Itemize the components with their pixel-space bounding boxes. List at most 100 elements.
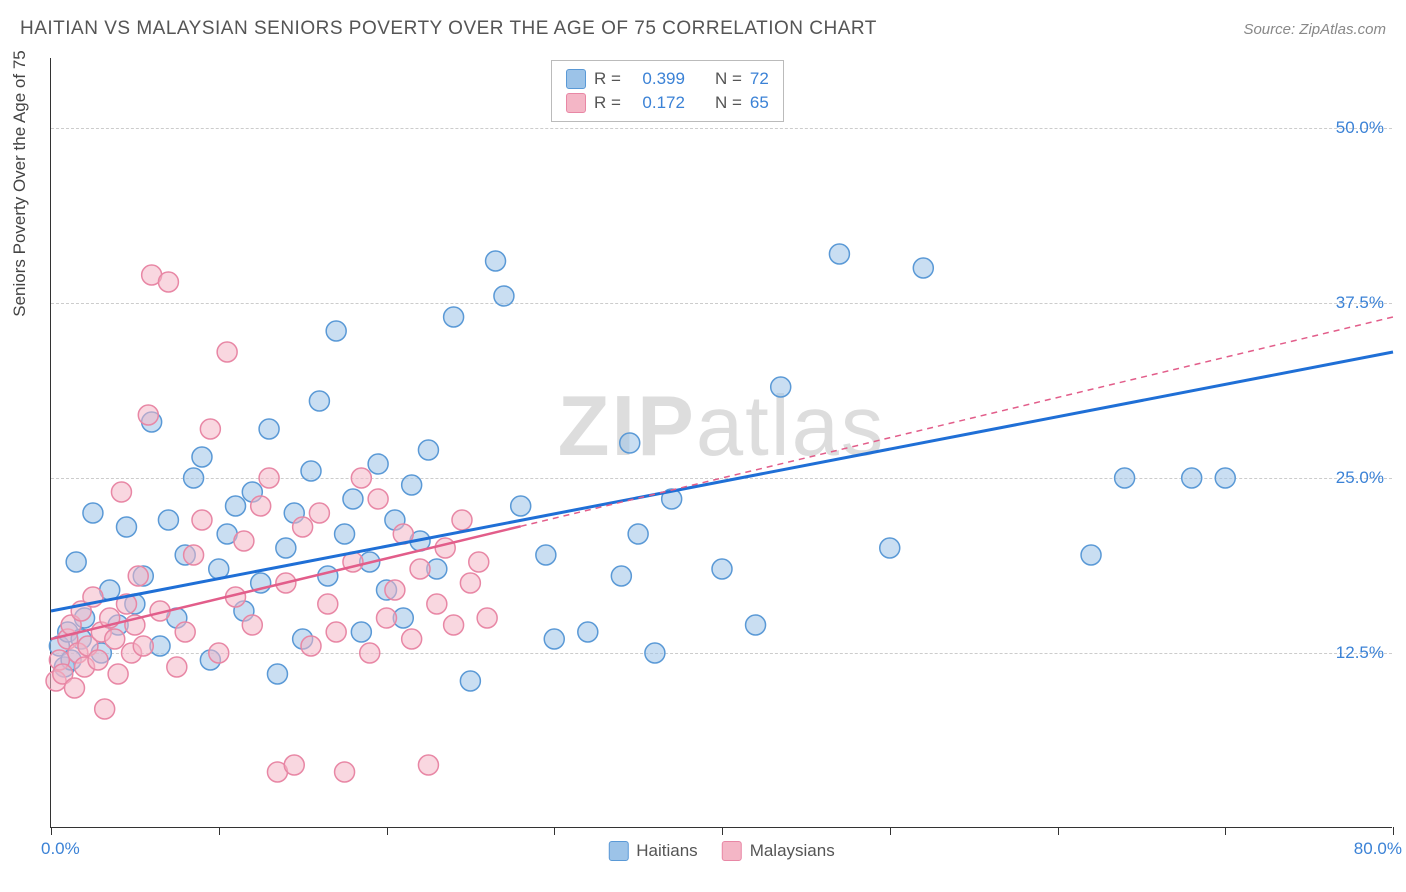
scatter-point (184, 545, 204, 565)
scatter-point (377, 608, 397, 628)
scatter-point (301, 461, 321, 481)
scatter-point (427, 594, 447, 614)
r-label: R = (594, 93, 621, 113)
scatter-point (326, 622, 346, 642)
scatter-point (251, 496, 271, 516)
plot-area: ZIPatlas R =0.399N =72R =0.172N =65 Hait… (50, 58, 1392, 828)
scatter-point (578, 622, 598, 642)
scatter-point (351, 622, 371, 642)
scatter-point (83, 503, 103, 523)
scatter-point (309, 391, 329, 411)
scatter-point (829, 244, 849, 264)
scatter-point (418, 755, 438, 775)
scatter-point (234, 531, 254, 551)
scatter-point (913, 258, 933, 278)
scatter-point (335, 762, 355, 782)
n-value: 72 (750, 69, 769, 89)
series-legend: Haitians Malaysians (608, 841, 834, 861)
scatter-point (128, 566, 148, 586)
scatter-point (158, 510, 178, 530)
stats-legend-row: R =0.399N =72 (566, 67, 769, 91)
scatter-point (88, 650, 108, 670)
n-value: 65 (750, 93, 769, 113)
scatter-point (226, 496, 246, 516)
legend-swatch (566, 93, 586, 113)
scatter-point (267, 664, 287, 684)
scatter-point (105, 629, 125, 649)
scatter-point (368, 454, 388, 474)
scatter-point (167, 657, 187, 677)
scatter-point (486, 251, 506, 271)
scatter-point (544, 629, 564, 649)
scatter-point (284, 755, 304, 775)
scatter-point (116, 517, 136, 537)
chart-title: HAITIAN VS MALAYSIAN SENIORS POVERTY OVE… (20, 18, 877, 40)
scatter-point (351, 468, 371, 488)
x-tick (1225, 827, 1226, 835)
scatter-point (536, 545, 556, 565)
x-max-label: 80.0% (1354, 839, 1402, 859)
legend-item: Haitians (608, 841, 697, 861)
scatter-point (477, 608, 497, 628)
x-tick (1058, 827, 1059, 835)
trendline-dashed (521, 317, 1393, 526)
scatter-point (410, 559, 430, 579)
scatter-point (66, 552, 86, 572)
scatter-point (108, 664, 128, 684)
scatter-point (318, 594, 338, 614)
scatter-point (293, 517, 313, 537)
scatter-point (111, 482, 131, 502)
y-tick-label: 37.5% (1336, 293, 1384, 313)
scatter-point (276, 538, 296, 558)
scatter-point (1115, 468, 1135, 488)
scatter-point (402, 475, 422, 495)
scatter-point (209, 643, 229, 663)
scatter-point (242, 615, 262, 635)
legend-swatch (566, 69, 586, 89)
scatter-point (326, 321, 346, 341)
legend-label: Haitians (636, 841, 697, 861)
scatter-point (746, 615, 766, 635)
x-origin-label: 0.0% (41, 839, 80, 859)
scatter-point (1215, 468, 1235, 488)
y-tick-label: 12.5% (1336, 643, 1384, 663)
scatter-point (418, 440, 438, 460)
scatter-point (175, 622, 195, 642)
scatter-point (469, 552, 489, 572)
n-label: N = (715, 93, 742, 113)
x-tick (890, 827, 891, 835)
scatter-point (192, 510, 212, 530)
legend-swatch (608, 841, 628, 861)
scatter-point (301, 636, 321, 656)
x-tick (387, 827, 388, 835)
scatter-point (133, 636, 153, 656)
chart-header: HAITIAN VS MALAYSIAN SENIORS POVERTY OVE… (0, 0, 1406, 50)
scatter-point (335, 524, 355, 544)
scatter-point (1081, 545, 1101, 565)
scatter-point (360, 643, 380, 663)
x-tick (51, 827, 52, 835)
scatter-point (184, 468, 204, 488)
legend-item: Malaysians (722, 841, 835, 861)
scatter-point (494, 286, 514, 306)
scatter-point (444, 307, 464, 327)
scatter-point (138, 405, 158, 425)
scatter-point (645, 643, 665, 663)
scatter-point (158, 272, 178, 292)
stats-legend: R =0.399N =72R =0.172N =65 (551, 60, 784, 122)
scatter-point (611, 566, 631, 586)
scatter-point (200, 419, 220, 439)
scatter-point (402, 629, 422, 649)
scatter-point (620, 433, 640, 453)
scatter-point (343, 489, 363, 509)
r-label: R = (594, 69, 621, 89)
y-tick-label: 50.0% (1336, 118, 1384, 138)
scatter-point (259, 419, 279, 439)
scatter-point (880, 538, 900, 558)
scatter-point (435, 538, 455, 558)
scatter-point (318, 566, 338, 586)
n-label: N = (715, 69, 742, 89)
scatter-point (368, 489, 388, 509)
scatter-point (1182, 468, 1202, 488)
scatter-point (771, 377, 791, 397)
